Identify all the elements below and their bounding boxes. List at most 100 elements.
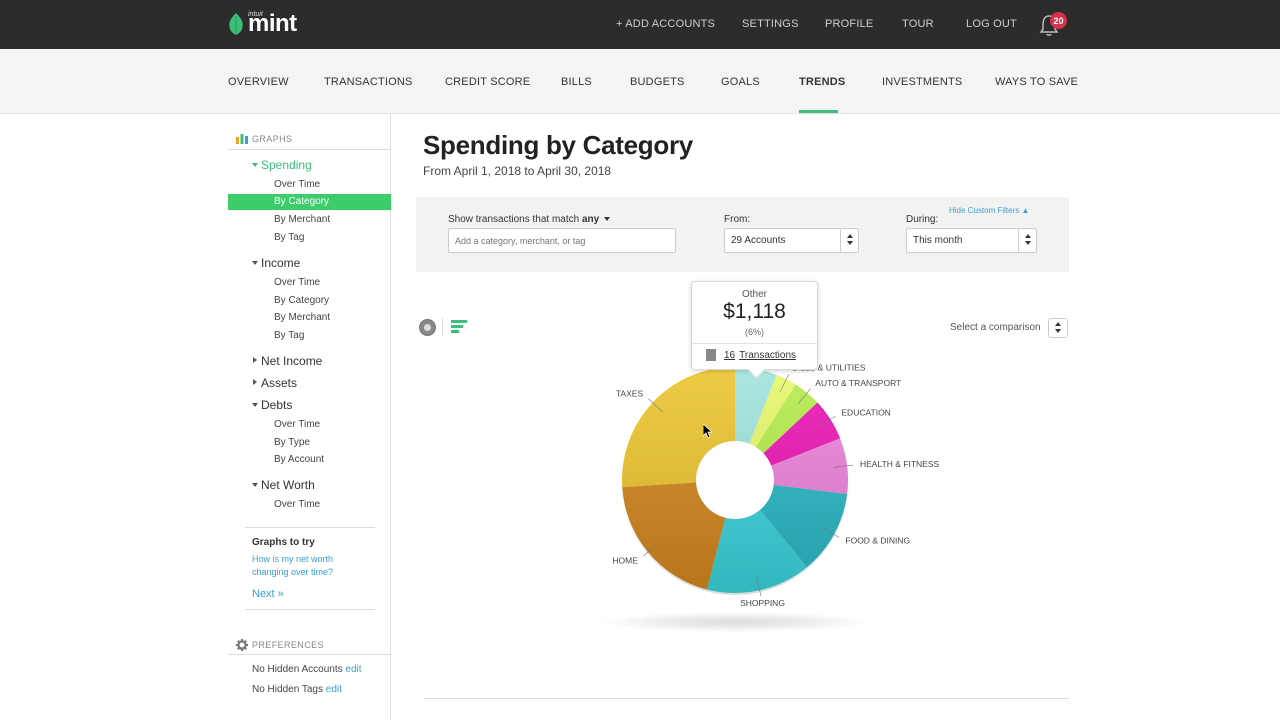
sidebar-income[interactable]: Income	[261, 256, 301, 270]
nav-budgets[interactable]: BUDGETS	[630, 76, 685, 88]
sidebar-spending-by-category[interactable]: By Category	[274, 196, 330, 207]
leaf-icon	[229, 13, 243, 35]
sidebar-income-by-category[interactable]: By Category	[274, 295, 330, 306]
comparison-label: Select a comparison	[950, 322, 1041, 333]
preferences-divider-top	[245, 609, 375, 610]
period-select[interactable]: This month	[906, 228, 1037, 253]
tooltip-amount: $1,118	[723, 300, 786, 323]
sidebar-debts-by-account[interactable]: By Account	[274, 454, 325, 465]
caret-right-icon[interactable]	[253, 357, 257, 363]
spending-pie-chart: BILLS & UTILITIES AUTO & TRANSPORT EDUCATI…	[612, 363, 940, 608]
transactions-count[interactable]: 16	[724, 349, 736, 361]
preferences-divider	[228, 654, 391, 655]
filter-search-input[interactable]	[448, 228, 676, 253]
mint-logo[interactable]: intuit mint	[228, 10, 297, 38]
sidebar-spending-over-time[interactable]: Over Time	[274, 179, 321, 190]
select-divider	[840, 229, 841, 252]
bar-view-icon[interactable]	[451, 320, 469, 336]
sidebar-debts[interactable]: Debts	[261, 398, 293, 412]
slice-label: SHOPPING	[740, 598, 785, 608]
match-filter-text: Show transactions that match	[448, 214, 580, 225]
sidebar-spending[interactable]: Spending	[261, 158, 312, 172]
caret-down-icon[interactable]	[252, 261, 258, 265]
preferences-header: PREFERENCES	[252, 640, 324, 650]
nav-investments[interactable]: INVESTMENTS	[882, 76, 963, 88]
caret-down-icon[interactable]	[252, 483, 258, 487]
profile-link[interactable]: PROFILE	[825, 18, 874, 30]
select-arrows-icon	[1055, 322, 1061, 334]
slice-label: HEALTH & FITNESS	[860, 459, 940, 469]
sidebar-spending-by-tag[interactable]: By Tag	[274, 232, 305, 243]
nav-transactions[interactable]: TRANSACTIONS	[324, 76, 413, 88]
sidebar-debts-by-type[interactable]: By Type	[274, 437, 310, 448]
sidebar-income-over-time[interactable]: Over Time	[274, 277, 321, 288]
content-bottom-divider	[424, 698, 1069, 699]
slice-leader-line	[833, 464, 854, 468]
nav-ways-to-save[interactable]: WAYS TO SAVE	[995, 76, 1079, 88]
caret-down-icon[interactable]	[252, 403, 258, 407]
period-select-value: This month	[913, 235, 963, 246]
select-divider	[1018, 229, 1019, 252]
mint-wordmark: mint	[248, 10, 297, 37]
match-filter-label: Show transactions that match any	[448, 214, 610, 225]
edit-hidden-tags-link[interactable]: edit	[325, 684, 342, 695]
nav-trends[interactable]: TRENDS	[799, 76, 846, 88]
sidebar-net-income[interactable]: Net Income	[261, 354, 323, 368]
match-mode-dropdown[interactable]: any	[581, 214, 600, 225]
hidden-accounts-row: No Hidden Accounts edit	[252, 664, 362, 675]
pie-view-icon[interactable]	[419, 319, 436, 336]
hidden-tags-label: No Hidden Tags	[252, 684, 323, 695]
sidebar-assets[interactable]: Assets	[261, 376, 298, 390]
edit-hidden-accounts-link[interactable]: edit	[345, 664, 362, 675]
tooltip-category: Other	[741, 289, 767, 300]
selected-item-highlight	[228, 194, 391, 210]
tour-link[interactable]: TOUR	[902, 18, 934, 30]
settings-link[interactable]: SETTINGS	[742, 18, 799, 30]
net-worth-suggestion-link-line2[interactable]: changing over time?	[252, 567, 334, 577]
date-range-subtitle: From April 1, 2018 to April 30, 2018	[423, 164, 612, 178]
comparison-select[interactable]	[1048, 318, 1068, 338]
sidebar-net-worth-over-time[interactable]: Over Time	[274, 499, 321, 510]
caret-right-icon[interactable]	[253, 379, 257, 385]
slice-leader-line	[643, 542, 659, 557]
sidebar-net-worth[interactable]: Net Worth	[261, 478, 315, 492]
slice-leader-line	[818, 415, 836, 428]
caret-down-icon[interactable]	[252, 163, 258, 167]
sidebar-debts-over-time[interactable]: Over Time	[274, 419, 321, 430]
mouse-cursor-icon	[703, 424, 713, 439]
active-tab-indicator	[799, 110, 838, 113]
sidebar-income-by-merchant[interactable]: By Merchant	[274, 312, 331, 323]
nav-credit-score[interactable]: CREDIT SCORE	[445, 76, 531, 88]
hide-custom-filters-link[interactable]: Hide Custom Filters ▲	[949, 206, 1030, 215]
graphs-header: GRAPHS	[252, 134, 293, 144]
slice-label: TAXES	[616, 389, 644, 399]
tooltip-percent: (6%)	[744, 327, 764, 337]
notification-badge[interactable]: 20	[1050, 12, 1067, 29]
nav-overview[interactable]: OVERVIEW	[228, 76, 289, 88]
add-accounts-link[interactable]: + ADD ACCOUNTS	[616, 18, 716, 30]
select-arrows-icon	[847, 234, 853, 246]
net-worth-suggestion-link[interactable]: How is my net worth	[252, 554, 334, 564]
view-toggle-divider	[442, 318, 443, 336]
donut-hole	[696, 441, 774, 519]
bar-chart-icon	[236, 134, 248, 144]
slice-label: EDUCATION	[841, 408, 890, 418]
slice-leader-line	[756, 576, 762, 597]
pie-shadow	[600, 612, 870, 632]
nav-goals[interactable]: GOALS	[721, 76, 760, 88]
accounts-select-value: 29 Accounts	[731, 235, 786, 246]
page-title: Spending by Category	[423, 130, 693, 160]
slice-leader-line	[797, 388, 812, 404]
chevron-down-icon[interactable]	[603, 217, 610, 222]
tooltip-transactions-link[interactable]: 16 Transactions	[706, 349, 796, 361]
accounts-select[interactable]: 29 Accounts	[724, 228, 859, 253]
gear-icon	[236, 639, 248, 651]
hidden-tags-row: No Hidden Tags edit	[252, 684, 342, 695]
logout-link[interactable]: LOG OUT	[966, 18, 1017, 30]
transactions-label[interactable]: Transactions	[739, 349, 796, 361]
next-suggestion-link[interactable]: Next »	[252, 588, 284, 600]
sidebar-income-by-tag[interactable]: By Tag	[274, 330, 305, 341]
category-tooltip: Other $1,118 (6%) 16 Transactions	[691, 281, 818, 370]
sidebar-spending-by-merchant[interactable]: By Merchant	[274, 214, 331, 225]
nav-bills[interactable]: BILLS	[561, 76, 592, 88]
